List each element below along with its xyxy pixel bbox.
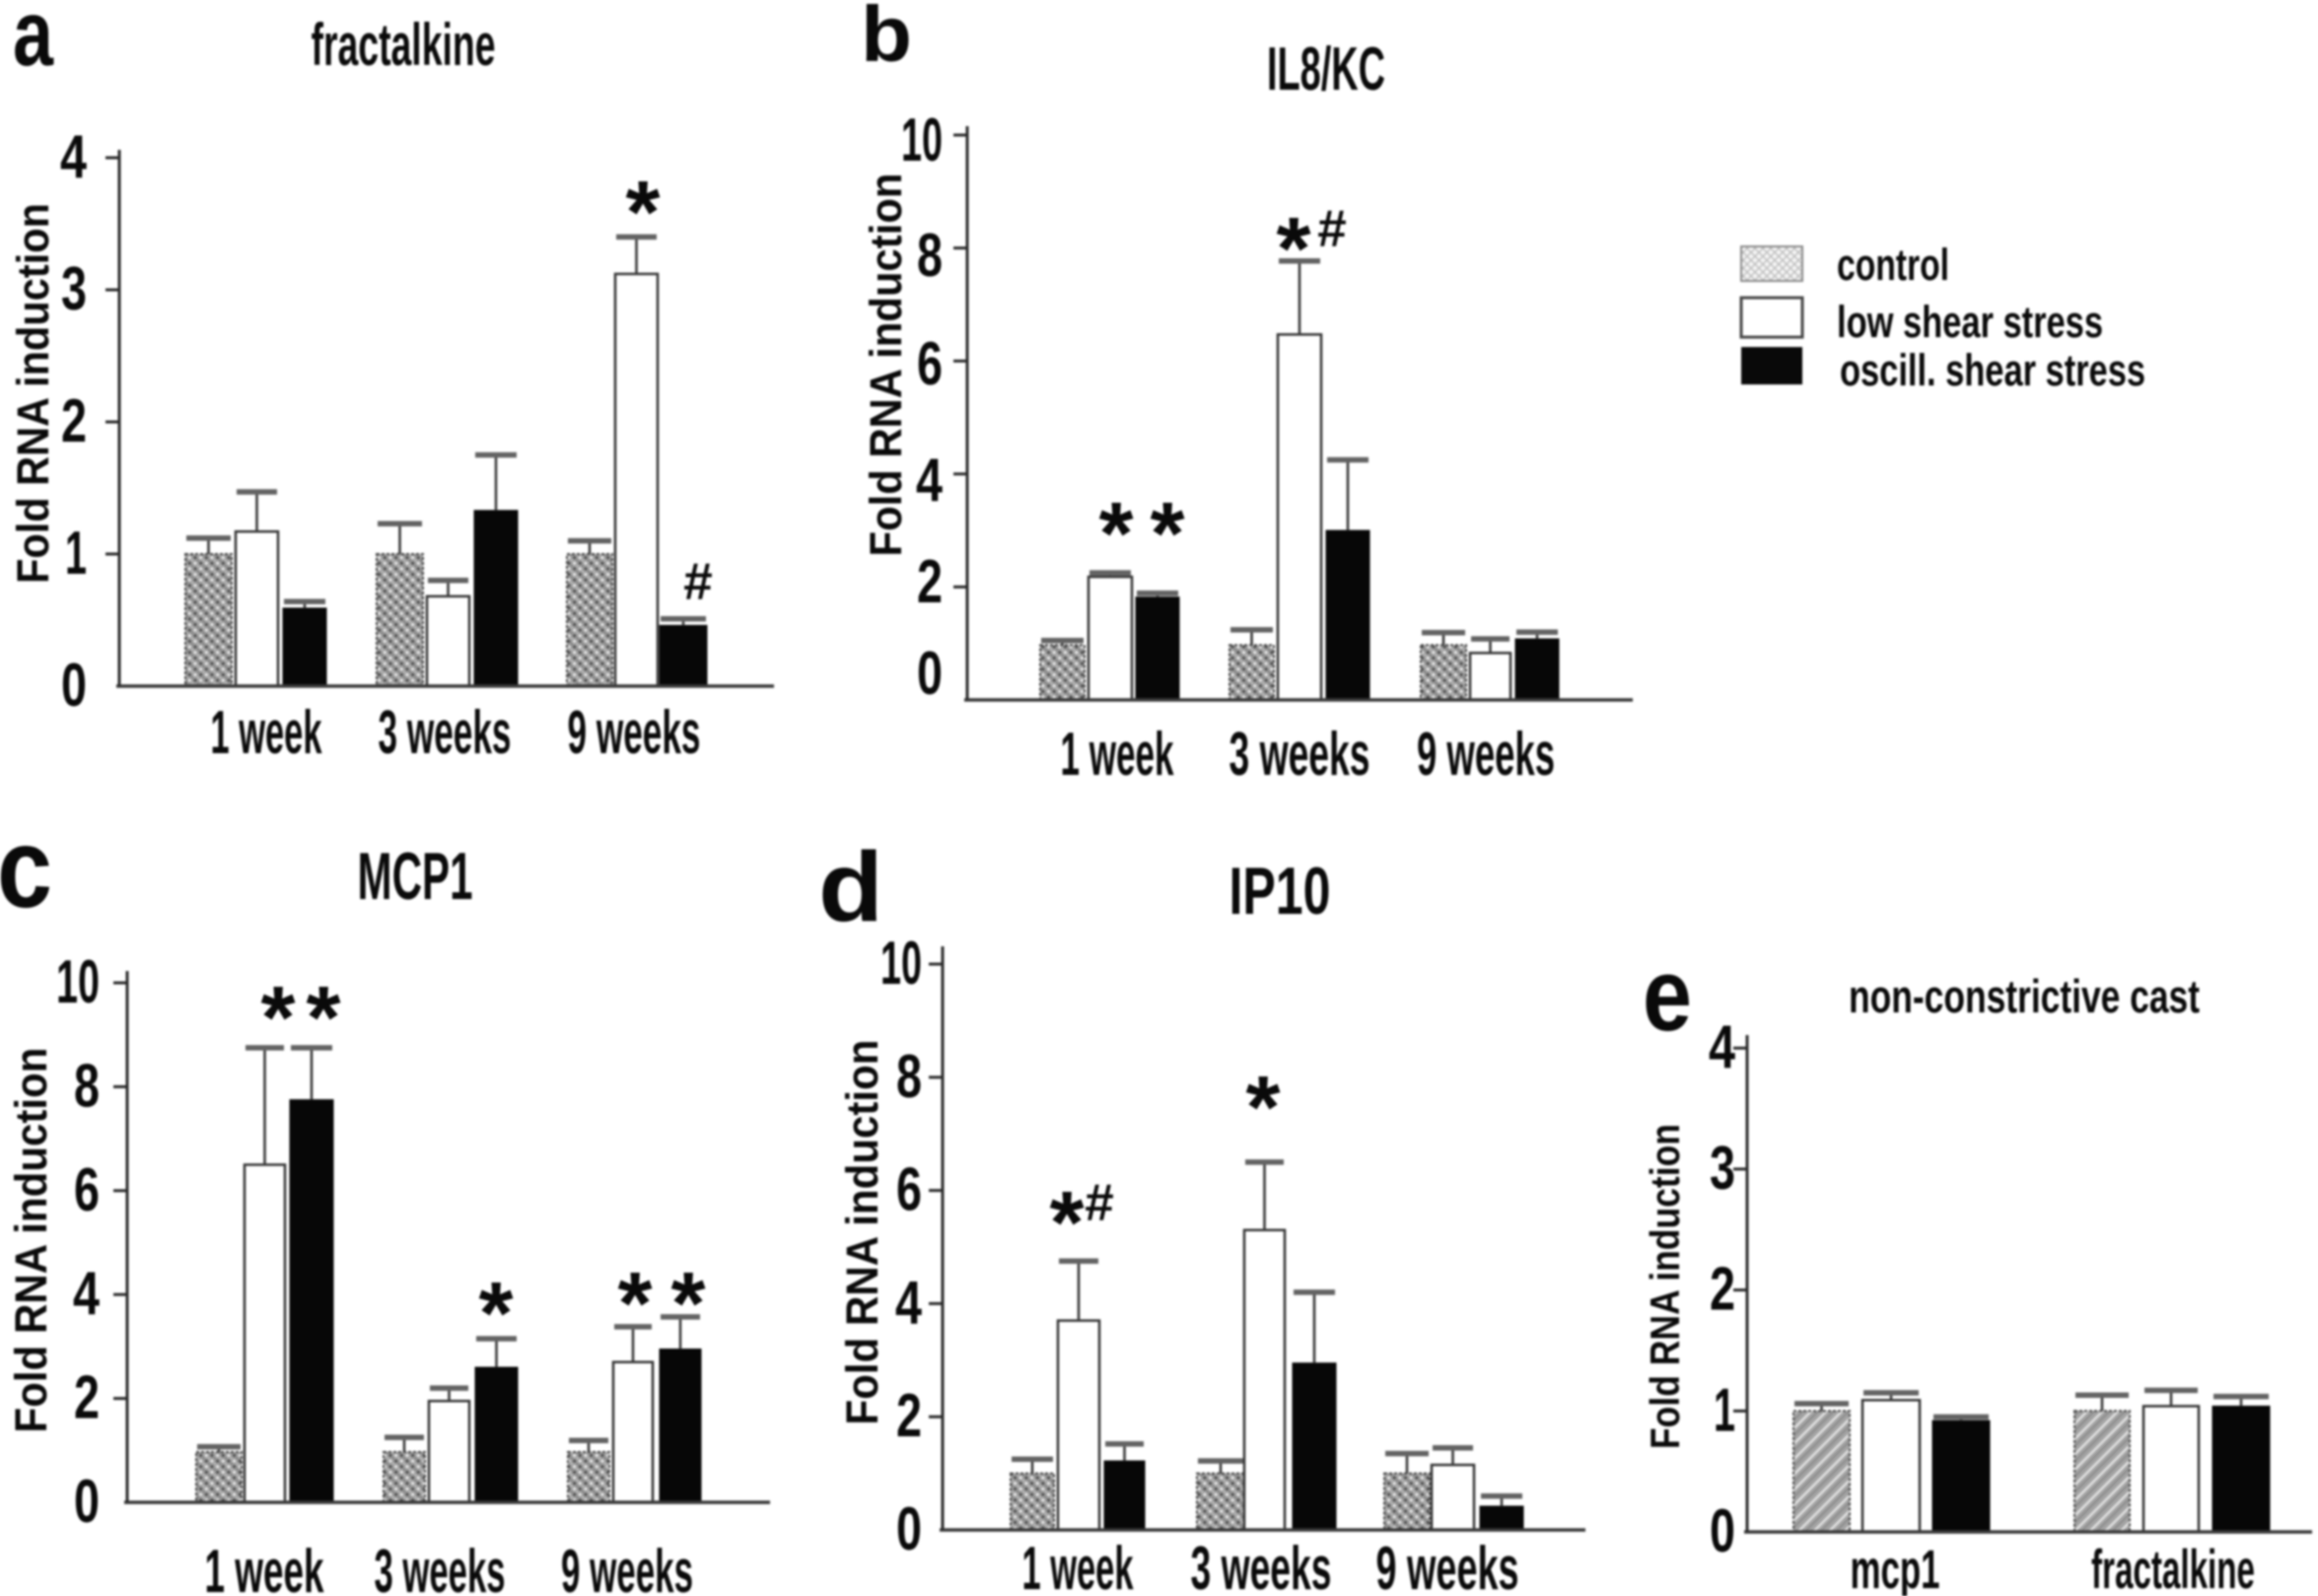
svg-text:2: 2	[74, 1364, 100, 1432]
svg-text:0: 0	[896, 1495, 922, 1563]
svg-text:8: 8	[74, 1052, 100, 1120]
svg-text:4: 4	[60, 123, 87, 191]
svg-text:Fold RNA induction: Fold RNA induction	[6, 1048, 56, 1433]
svg-text:b: b	[861, 0, 912, 78]
svg-text:9 weeks: 9 weeks	[568, 699, 701, 767]
svg-text:0: 0	[74, 1468, 100, 1536]
svg-text:*: *	[625, 164, 660, 262]
svg-text:IL8/KC: IL8/KC	[1267, 35, 1385, 104]
svg-text:6: 6	[74, 1156, 100, 1224]
svg-text:1: 1	[1714, 1376, 1735, 1444]
svg-text:low shear stress: low shear stress	[1837, 297, 2103, 347]
svg-text:4: 4	[916, 447, 943, 515]
svg-text:Fold RNA induction: Fold RNA induction	[861, 173, 911, 557]
svg-text:*: *	[670, 1255, 705, 1353]
svg-text:1 week: 1 week	[1061, 721, 1174, 789]
svg-text:0: 0	[1710, 1497, 1735, 1565]
svg-text:3 weeks: 3 weeks	[1191, 1535, 1332, 1596]
svg-text:c: c	[0, 805, 52, 932]
svg-text:Fold RNA induction: Fold RNA induction	[8, 203, 58, 584]
svg-text:9 weeks: 9 weeks	[1376, 1535, 1519, 1596]
svg-text:9 weeks: 9 weeks	[1417, 721, 1555, 789]
svg-text:3: 3	[61, 255, 87, 323]
svg-text:3: 3	[1710, 1135, 1735, 1203]
svg-text:3 weeks: 3 weeks	[379, 699, 512, 767]
svg-text:1 week: 1 week	[205, 1538, 324, 1596]
svg-text:9 weeks: 9 weeks	[561, 1538, 693, 1596]
svg-text:3 weeks: 3 weeks	[375, 1538, 506, 1596]
svg-text:d: d	[818, 832, 883, 942]
svg-text:oscill. shear stress: oscill. shear stress	[1840, 345, 2145, 395]
svg-text:6: 6	[896, 1156, 922, 1224]
svg-text:#: #	[683, 553, 712, 611]
svg-text:2: 2	[1710, 1256, 1735, 1324]
svg-text:8: 8	[917, 222, 943, 290]
svg-text:1 week: 1 week	[211, 699, 322, 767]
svg-text:0: 0	[61, 652, 87, 720]
svg-text:*: *	[478, 1265, 513, 1363]
svg-text:2: 2	[896, 1382, 922, 1450]
svg-text:*: *	[1049, 1174, 1084, 1273]
svg-text:Fold RNA induction: Fold RNA induction	[837, 1040, 887, 1425]
svg-text:4: 4	[73, 1260, 100, 1328]
svg-text:8: 8	[896, 1043, 922, 1111]
svg-text:2: 2	[917, 548, 943, 616]
svg-text:non-constrictive cast: non-constrictive cast	[1849, 970, 2200, 1022]
svg-text:*: *	[617, 1255, 652, 1353]
svg-text:MCP1: MCP1	[358, 839, 473, 914]
svg-text:Fold RNA induction: Fold RNA induction	[1642, 1124, 1688, 1449]
svg-text:10: 10	[56, 948, 100, 1016]
svg-text:2: 2	[61, 387, 87, 455]
svg-text:3 weeks: 3 weeks	[1229, 721, 1370, 789]
svg-text:fractalkine: fractalkine	[312, 12, 496, 78]
svg-text:#: #	[1317, 200, 1346, 258]
svg-text:*: *	[1150, 485, 1184, 584]
svg-text:e: e	[1643, 937, 1692, 1053]
svg-text:6: 6	[917, 330, 943, 398]
svg-text:*: *	[306, 969, 340, 1068]
svg-text:fractalkine: fractalkine	[2091, 1538, 2255, 1596]
svg-text:4: 4	[1709, 1013, 1735, 1081]
svg-text:1 week: 1 week	[1022, 1535, 1134, 1596]
svg-text:*: *	[260, 969, 295, 1068]
svg-text:#: #	[1085, 1174, 1113, 1232]
svg-text:1: 1	[65, 520, 87, 588]
svg-text:a: a	[13, 0, 54, 86]
svg-text:*: *	[1245, 1059, 1280, 1157]
svg-text:4: 4	[895, 1269, 922, 1337]
svg-text:IP10: IP10	[1229, 854, 1331, 929]
svg-text:*: *	[1098, 485, 1133, 584]
svg-text:control: control	[1837, 240, 1949, 290]
svg-text:10: 10	[880, 930, 922, 998]
svg-text:0: 0	[917, 640, 943, 708]
svg-text:mcp1: mcp1	[1851, 1538, 1940, 1596]
svg-text:*: *	[1276, 200, 1310, 299]
svg-text:10: 10	[901, 106, 943, 174]
